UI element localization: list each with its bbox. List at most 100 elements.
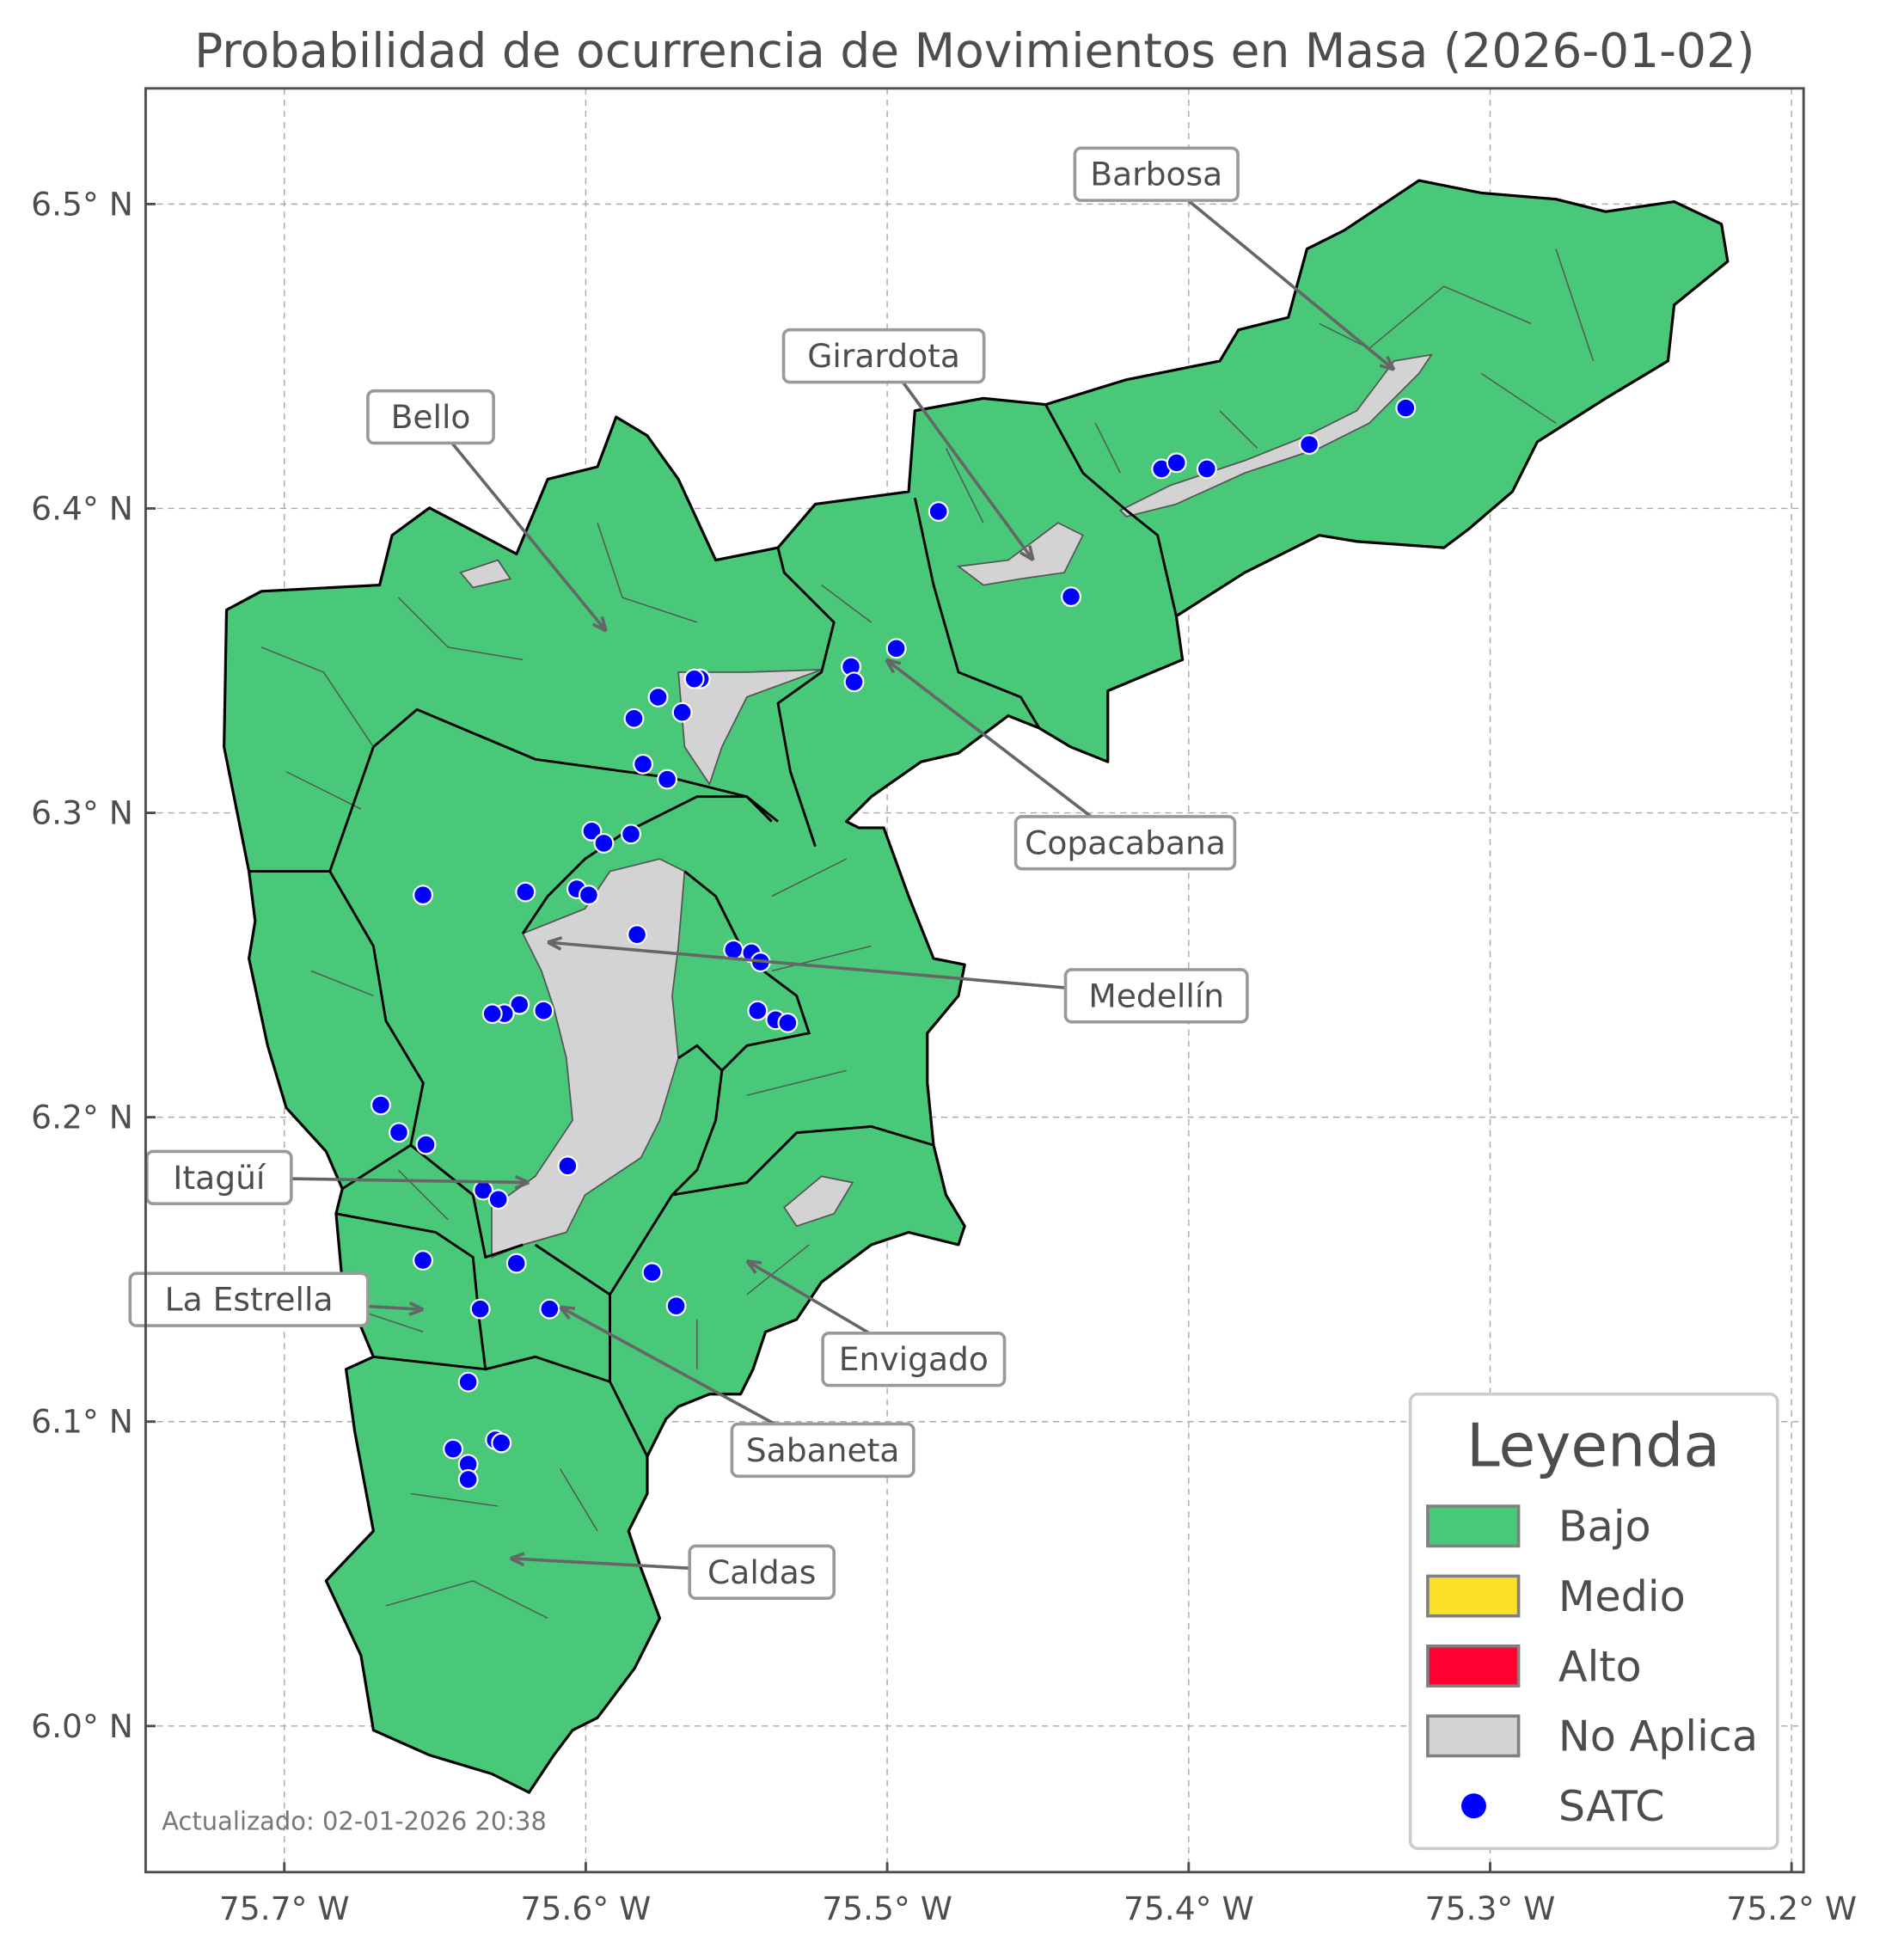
annotation-envigado: Envigado [745,1259,1007,1387]
satc-point[interactable] [621,824,641,845]
vereda-boundaries [260,248,1595,1620]
axis-ticks: 75.7° W 75.6° W 75.5° W 75.4° W 75.3° W 75.2°… [31,185,1857,1926]
satc-point[interactable] [487,1189,509,1210]
satc-point[interactable] [413,885,433,906]
y-tick-label: 6.3° N [31,794,133,832]
satc-point[interactable] [1196,458,1217,480]
satc-point[interactable] [747,1000,768,1021]
satc-point[interactable] [505,1253,527,1274]
satc-point[interactable] [533,1000,554,1021]
satc-point[interactable] [457,1469,479,1490]
legend-label: Medio [1558,1571,1686,1621]
annotation-label: Sabaneta [746,1431,900,1469]
y-tick-label: 6.1° N [31,1403,133,1441]
annotation-box [821,1331,1007,1387]
legend-swatch [1426,1645,1521,1687]
satc-point[interactable] [469,1298,491,1320]
annotation-medell-n: Medellín [547,936,1249,1024]
satc-point[interactable] [457,1371,479,1393]
legend-label: Alto [1558,1641,1642,1691]
annotation-bello: Bello [366,389,608,633]
y-tick-label: 6.4° N [31,489,133,527]
urban-area-envigado[interactable] [783,1175,854,1228]
legend-swatch [1426,1714,1521,1758]
annotation-label: Bello [391,398,471,436]
legend-item-satc: SATC [1460,1781,1664,1831]
urban-area-bello[interactable] [677,669,822,787]
satc-point[interactable] [671,701,693,723]
satc-point[interactable] [723,939,744,960]
municipality-annotations: Barbosa Girardota Bello Copacabana Medellín I… [128,146,1396,1601]
satc-point[interactable] [539,1298,560,1320]
annotation-caldas: Caldas [509,1544,836,1601]
satc-point[interactable] [481,1003,503,1025]
satc-point[interactable] [928,501,949,522]
satc-point[interactable] [641,1262,663,1283]
annotation-box [128,1271,370,1327]
annotation-arrow [1155,173,1395,371]
satc-point[interactable] [515,881,536,903]
satc-point[interactable] [647,687,669,707]
satc-point[interactable] [683,668,705,689]
x-tick-label: 75.6° W [521,1890,652,1927]
annotation-label: Copacabana [1025,824,1226,861]
annotation-box [1013,815,1237,871]
satc-point[interactable] [633,753,653,775]
x-tick-label: 75.2° W [1726,1890,1857,1927]
satc-point[interactable] [885,638,907,659]
x-tick-label: 75.7° W [219,1890,350,1927]
arrow-head-icon [1379,355,1396,371]
satc-point[interactable] [843,671,865,693]
annotation-itag-: Itagüí [145,1149,530,1206]
satc-point[interactable] [623,707,645,729]
no-aplica-areas [459,353,1434,1259]
x-tick-label: 75.3° W [1425,1890,1556,1927]
legend-label: No Aplica [1558,1712,1758,1761]
annotation-box [366,389,495,445]
annotation-label: La Estrella [165,1281,334,1319]
municipality-area-bajo[interactable] [223,179,1730,1794]
satc-point[interactable] [491,1432,512,1454]
urban-area-medellin[interactable] [491,858,686,1259]
legend-title: Leyenda [1466,1412,1720,1481]
annotation-box [1073,146,1240,202]
annotation-label: Envigado [839,1340,989,1378]
annotation-label: Medellín [1088,977,1224,1014]
satc-point[interactable] [777,1012,799,1033]
satc-point[interactable] [593,833,615,854]
satc-point[interactable] [1299,434,1320,456]
arrow-head-icon [559,1305,576,1320]
y-tick-label: 6.2° N [31,1099,133,1136]
satc-point[interactable] [557,1155,579,1177]
satc-point[interactable] [370,1094,391,1116]
arrow-head-icon [745,1259,762,1274]
satc-point[interactable] [578,885,599,906]
satc-point[interactable] [657,769,678,790]
legend-item-alto: Alto [1426,1641,1642,1691]
legend-item-no-aplica: No Aplica [1426,1712,1758,1761]
satc-point[interactable] [627,924,647,946]
annotation-arrow [882,355,1035,561]
satc-point[interactable] [1061,586,1081,608]
legend-marker [1460,1793,1486,1819]
satc-point[interactable] [1166,452,1187,474]
satc-point[interactable] [415,1134,437,1155]
satc-point[interactable] [413,1250,433,1271]
annotation-label: Caldas [707,1553,816,1591]
legend-swatch [1426,1574,1521,1618]
annotation-copacabana: Copacabana [885,658,1237,871]
annotation-arrow [885,658,1127,844]
satc-point[interactable] [509,994,530,1015]
urban-area-barbosa[interactable] [1118,353,1434,518]
satc-point[interactable] [665,1295,687,1317]
annotation-barbosa: Barbosa [1073,146,1396,371]
axes-frame [144,87,1805,1874]
annotation-girardota: Girardota [781,328,1035,562]
satc-point[interactable] [389,1122,409,1143]
arrow-head-icon [1019,545,1035,562]
urban-area-bello-north[interactable] [459,559,512,589]
satc-point[interactable] [443,1438,464,1460]
satc-point[interactable] [581,820,603,842]
arrow-head-icon [509,1552,525,1567]
satc-point[interactable] [1395,397,1417,419]
